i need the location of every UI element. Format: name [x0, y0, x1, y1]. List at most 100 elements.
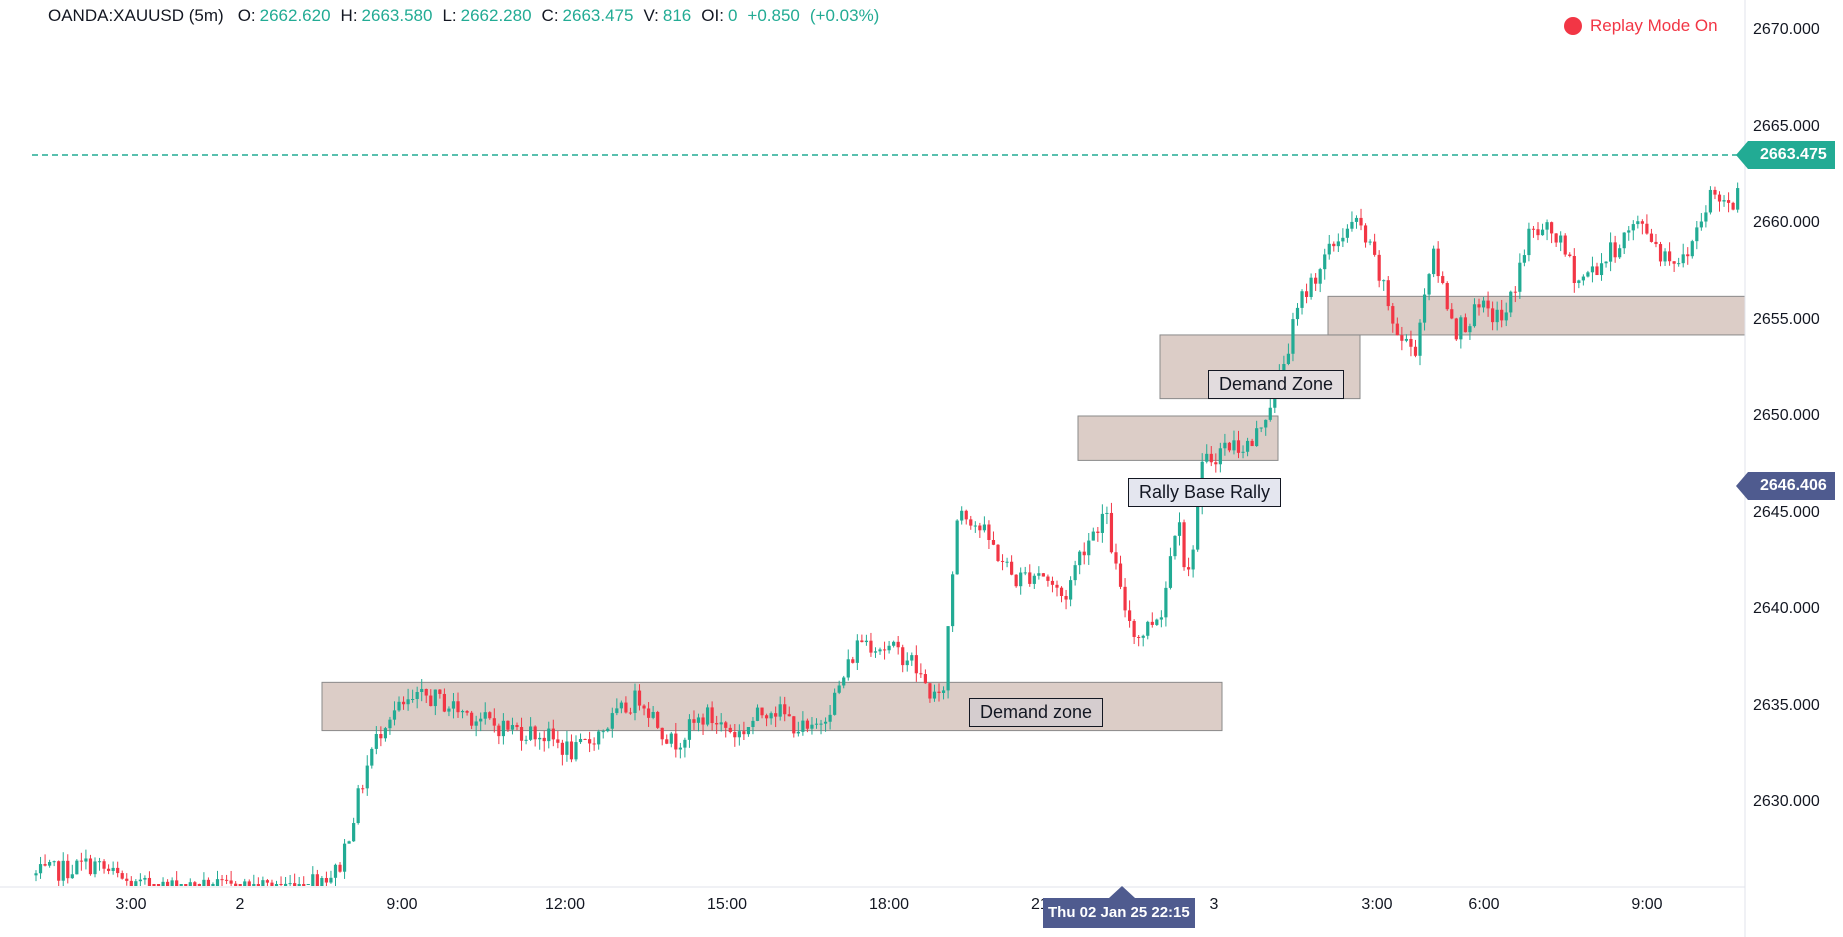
candle — [751, 717, 755, 735]
candle — [229, 870, 233, 886]
candle — [48, 859, 52, 868]
candle — [1350, 211, 1354, 232]
candle — [619, 700, 623, 714]
change-percent: (+0.03%) — [809, 6, 880, 25]
candle — [969, 515, 973, 530]
candle — [833, 688, 837, 716]
candle — [1023, 566, 1027, 576]
zone-rect — [1077, 415, 1279, 461]
candle — [996, 544, 1000, 563]
demand-zone-label-upper[interactable]: Demand Zone — [1208, 370, 1345, 399]
candle — [193, 881, 197, 886]
candle — [774, 706, 778, 728]
demand-zone-label-lower[interactable]: Demand zone — [969, 698, 1104, 727]
candle — [542, 730, 546, 752]
candle — [1010, 555, 1014, 576]
open-value: 2662.620 — [259, 6, 331, 25]
candle — [842, 675, 846, 689]
candle — [1386, 276, 1390, 311]
candle — [805, 718, 810, 733]
candle — [864, 634, 869, 646]
candle — [433, 689, 437, 716]
candle — [569, 734, 574, 763]
candle — [1096, 526, 1100, 542]
candle — [1418, 319, 1422, 366]
price-tick: 2635.000 — [1753, 696, 1820, 714]
candle — [1255, 420, 1259, 447]
price-tick: 2655.000 — [1753, 310, 1820, 328]
candle — [814, 718, 819, 729]
candle — [760, 707, 764, 719]
candle — [456, 692, 460, 718]
candle — [1196, 502, 1200, 552]
candle — [70, 864, 74, 879]
candle — [379, 726, 383, 747]
candle — [855, 634, 859, 671]
candle — [43, 854, 47, 867]
candle — [678, 742, 682, 759]
candle — [1427, 272, 1431, 301]
candle — [107, 864, 111, 875]
replay-mode-indicator[interactable]: Replay Mode On — [1564, 16, 1718, 36]
candle — [152, 884, 156, 886]
candle — [574, 735, 578, 762]
candle — [52, 860, 56, 867]
candle — [964, 509, 968, 525]
candle — [928, 682, 932, 703]
high-label: H: — [340, 6, 358, 25]
candle — [1186, 557, 1191, 577]
candle — [1413, 339, 1418, 358]
candle — [1722, 195, 1726, 207]
low-value: 2662.280 — [460, 6, 532, 25]
candle — [1300, 289, 1304, 315]
candle — [175, 871, 179, 886]
candle — [342, 839, 347, 879]
candle — [1595, 262, 1599, 276]
candle — [102, 859, 106, 874]
candle — [352, 817, 356, 842]
candle — [1459, 315, 1463, 349]
candle — [1109, 502, 1114, 554]
candle — [823, 717, 828, 732]
zones-layer — [321, 295, 1746, 732]
candle — [597, 729, 601, 750]
candle — [1441, 271, 1445, 285]
candle — [1554, 233, 1558, 247]
candle — [1713, 186, 1717, 200]
ohlc-legend: OANDA:XAUUSD (5m) O: 2662.620 H: 2663.58… — [48, 6, 889, 26]
candle — [1341, 228, 1345, 248]
symbol-label[interactable]: OANDA:XAUUSD (5m) — [48, 6, 224, 25]
candle — [1304, 283, 1309, 304]
candle — [1481, 297, 1486, 313]
candle — [1377, 250, 1381, 288]
candle — [283, 876, 288, 886]
candle — [206, 877, 211, 886]
candle — [1064, 589, 1068, 610]
candle — [1059, 586, 1064, 603]
candle — [592, 737, 596, 751]
candle — [1513, 286, 1517, 303]
candle — [1477, 298, 1481, 316]
low-label: L: — [442, 6, 457, 25]
candle — [1078, 550, 1082, 575]
candle — [1173, 535, 1177, 560]
candle — [483, 702, 487, 725]
replay-mode-label: Replay Mode On — [1590, 16, 1718, 35]
candle — [1604, 261, 1608, 268]
candle — [392, 701, 397, 726]
price-tick: 2630.000 — [1753, 793, 1820, 810]
candle — [1704, 205, 1708, 228]
time-tick: 3:00 — [1361, 896, 1393, 913]
candle — [1695, 221, 1699, 250]
candle — [1382, 279, 1386, 291]
candle — [501, 713, 505, 745]
candle — [583, 738, 587, 740]
candle — [715, 715, 719, 734]
candle — [1363, 223, 1368, 248]
volume-label: V: — [643, 6, 659, 25]
rally-base-rally-label[interactable]: Rally Base Rally — [1128, 478, 1282, 507]
candle — [1568, 252, 1572, 258]
candle — [111, 861, 115, 875]
candle — [1663, 248, 1667, 266]
